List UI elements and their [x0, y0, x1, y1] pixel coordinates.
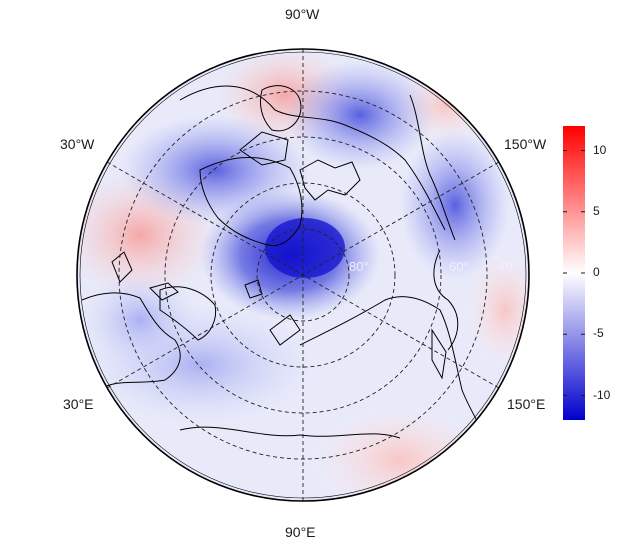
lat-label-60: 60° [449, 259, 469, 274]
europe-coast [81, 292, 181, 391]
map-boundary [76, 48, 530, 502]
colorbar-tick-label: 10 [593, 142, 607, 157]
lat-label-40: 40° [498, 259, 518, 274]
colorbar-tick-label: 5 [593, 203, 600, 218]
asia-coast [299, 296, 488, 441]
kamchatka [431, 328, 447, 380]
europe-low [80, 270, 200, 370]
colorbar [563, 126, 585, 420]
lon-label-upper-left: 30°W [60, 136, 95, 152]
meridian-30e-150w [106, 161, 500, 389]
lon-label-lower-right: 150°E [507, 396, 546, 412]
lat-label-80: 80° [349, 259, 369, 274]
lon-label-top: 90°W [285, 6, 320, 22]
scandinavia [159, 286, 217, 341]
north-america-low [285, 60, 435, 170]
north-america-coast [179, 85, 446, 231]
hudson-bay [259, 85, 302, 132]
asia-interior-border [179, 426, 401, 439]
novaya-zemlya [269, 314, 301, 346]
lon-label-bottom: 90°E [285, 524, 316, 540]
canada-archipelago [299, 159, 361, 201]
lon-label-upper-right: 150°W [504, 136, 547, 152]
lat-70-circle [210, 182, 396, 368]
coastlines [81, 85, 488, 441]
anomaly-field [77, 49, 529, 501]
svalbard [244, 279, 263, 299]
alaska-coast [409, 94, 456, 241]
bering-coast [433, 249, 459, 351]
baffin-island [239, 131, 289, 166]
iceland [149, 282, 179, 301]
lat-80-circle [256, 228, 350, 322]
colorbar-tick-label: -10 [593, 387, 611, 402]
arctic-core [265, 218, 345, 278]
map-boundary-inner [79, 51, 527, 499]
lat-60-circle [164, 136, 442, 414]
colorbar-ticks [563, 150, 585, 396]
graticule [106, 49, 500, 501]
colorbar-tick-label: -5 [593, 326, 604, 341]
colorbar-tick-label: 0 [593, 265, 600, 279]
lon-label-lower-left: 30°E [63, 396, 94, 412]
greenland-coast [199, 156, 303, 247]
